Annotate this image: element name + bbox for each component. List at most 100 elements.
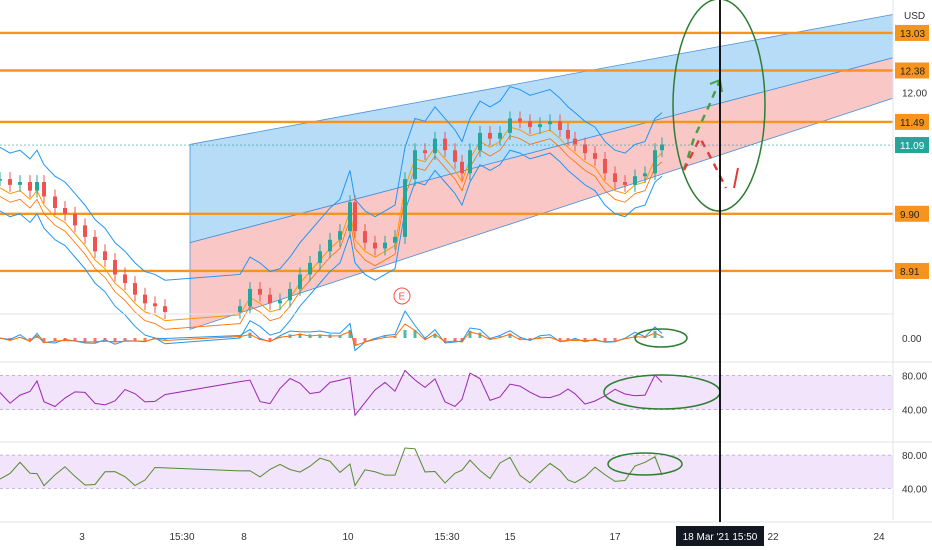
- candle-body: [488, 132, 492, 139]
- candle-body: [278, 300, 282, 304]
- time-tick-label: 17: [609, 532, 621, 543]
- macd-histogram-bar: [268, 338, 272, 341]
- candle-body: [403, 179, 407, 237]
- candle-body: [460, 161, 464, 174]
- stoch-line: [0, 447, 663, 487]
- moving-average-slow: [0, 135, 663, 330]
- macd-histogram-bar: [468, 330, 472, 338]
- candle-body: [238, 306, 242, 312]
- candle-body: [393, 236, 397, 243]
- candle-body: [113, 260, 117, 275]
- macd-histogram-bar: [8, 338, 12, 340]
- price-axis[interactable]: USD 12.00 11.09: [0, 0, 929, 520]
- rsi-tick-label: 80.00: [902, 371, 927, 382]
- candle-body: [633, 176, 637, 185]
- last-price-label: 11.09: [900, 141, 925, 152]
- macd-histogram-bar: [433, 333, 437, 338]
- macd-histogram-bar: [143, 338, 147, 341]
- band-upper: [0, 86, 663, 281]
- time-tick-label: 15:30: [169, 532, 194, 543]
- candle-body: [528, 121, 532, 128]
- macd-histogram-bar: [353, 338, 357, 346]
- price-tick-label: 12.00: [902, 88, 927, 99]
- candle-body: [318, 251, 322, 263]
- earnings-event-icon: [393, 287, 411, 305]
- macd-histogram-bar: [613, 338, 617, 341]
- macd-histogram-bar: [248, 332, 252, 338]
- candle-body: [583, 144, 587, 154]
- candle-body: [548, 121, 552, 125]
- candle-body: [35, 182, 39, 191]
- bullish-projection: [682, 79, 722, 171]
- indicator-panes: 0.00 80.00 40.00 80.00 40.00: [0, 309, 932, 495]
- candle-body: [413, 150, 417, 180]
- time-tick-label: 24: [873, 532, 885, 543]
- time-tick-label: 10: [342, 532, 354, 543]
- rsi-line: [0, 369, 663, 417]
- time-tick-label: 15: [504, 532, 516, 543]
- candle-body: [73, 213, 77, 226]
- macd-histogram-bar: [558, 338, 562, 341]
- candle-body: [83, 225, 87, 237]
- candle-body: [268, 294, 272, 304]
- macd-histogram-bar: [53, 338, 57, 342]
- horizontal-levels[interactable]: 13.03 12.38 11.49 9.90 8.91: [0, 24, 929, 279]
- candlesticks: E: [0, 111, 664, 319]
- candle-body: [288, 288, 292, 301]
- macd-histogram-bar: [566, 338, 570, 341]
- time-tick-label: 22: [767, 532, 779, 543]
- candle-body: [478, 132, 482, 151]
- candle-body: [453, 150, 457, 162]
- bearish-projection: [733, 167, 739, 189]
- candle-body: [8, 179, 12, 185]
- macd-histogram-bar: [298, 333, 302, 338]
- candle-body: [348, 202, 352, 232]
- moving-average-fast: [0, 126, 663, 322]
- currency-label[interactable]: USD: [904, 11, 925, 22]
- macd-histogram-bar: [393, 336, 397, 338]
- time-axis[interactable]: 3 15:30 8 10 15:30 15 17 22 24: [0, 521, 932, 543]
- candle-body: [433, 138, 437, 154]
- level-label-box: [895, 62, 929, 79]
- macd-histogram-bar: [413, 330, 417, 338]
- candle-body: [508, 118, 512, 133]
- macd-histogram-bar: [583, 338, 587, 341]
- candle-body: [383, 242, 387, 249]
- macd-histogram-bar: [603, 338, 607, 343]
- candle-body: [63, 208, 67, 214]
- stoch-tick-label: 40.00: [902, 484, 927, 495]
- candle-body: [423, 150, 427, 154]
- candle-body: [623, 182, 627, 185]
- candle-body: [373, 242, 377, 249]
- level-label-box: [895, 24, 929, 41]
- macd-histogram-bar: [63, 338, 67, 340]
- macd-histogram-bar: [348, 330, 352, 338]
- level-label: 11.49: [900, 118, 925, 129]
- candle-body: [643, 173, 647, 177]
- hand-drawn-annotations: [603, 0, 766, 476]
- time-tick-label: 8: [241, 532, 247, 543]
- macd-histogram-bar: [338, 335, 342, 338]
- stoch-tick-label: 80.00: [902, 451, 927, 462]
- level-label-box: [895, 262, 929, 279]
- candle-body: [328, 239, 332, 252]
- candle-body: [653, 150, 657, 174]
- level-label-box: [895, 205, 929, 222]
- candle-body: [468, 150, 472, 174]
- candle-body: [603, 158, 607, 174]
- candle-body: [498, 132, 502, 139]
- macd-histogram-bar: [318, 334, 322, 338]
- candle-body: [443, 138, 447, 151]
- candle-body: [248, 288, 252, 307]
- level-label-box: [895, 113, 929, 130]
- candle-body: [143, 294, 147, 304]
- macd-histogram-bar: [35, 335, 39, 338]
- time-tick-label: 15:30: [434, 532, 459, 543]
- macd-histogram-bar: [653, 330, 657, 338]
- rsi-tick-label: 40.00: [902, 406, 927, 417]
- candle-body: [518, 118, 522, 122]
- level-label: 8.91: [900, 267, 920, 278]
- level-label: 12.38: [900, 66, 925, 77]
- time-tick-label: 3: [79, 532, 85, 543]
